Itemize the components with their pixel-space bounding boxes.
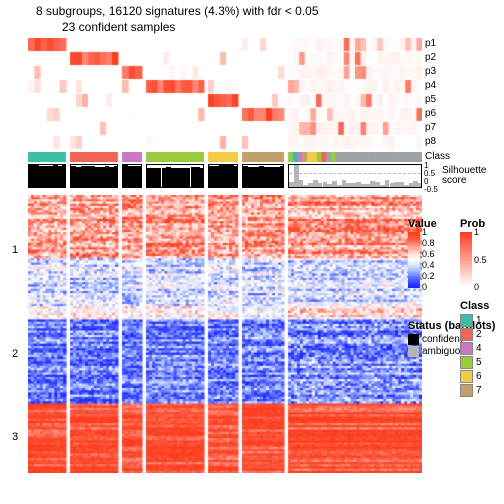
title-line-1: 8 subgroups, 16120 signatures (4.3%) wit… <box>36 4 319 18</box>
row-label-3: 3 <box>12 431 18 443</box>
prob-label-p8: p8 <box>425 136 436 147</box>
prob-label-p1: p1 <box>425 38 436 49</box>
prob-label-p7: p7 <box>425 122 436 133</box>
legend-value: Value10.80.60.40.20 <box>408 218 437 289</box>
row-label-1: 1 <box>12 244 18 256</box>
prob-label-p6: p6 <box>425 108 436 119</box>
row-label-2: 2 <box>12 348 18 360</box>
prob-label-p2: p2 <box>425 52 436 63</box>
prob-label-p5: p5 <box>425 94 436 105</box>
prob-label-p3: p3 <box>425 66 436 77</box>
prob-label-p4: p4 <box>425 80 436 91</box>
legend-prob: Prob10.50 <box>460 218 485 289</box>
title-line-2: 23 confident samples <box>62 20 175 34</box>
class-band <box>28 152 422 162</box>
silhouette-label: Silhouette score <box>442 166 486 186</box>
legend-class: Class124567 <box>460 300 489 398</box>
probability-heatmap <box>28 38 422 150</box>
class-label: Class <box>425 151 450 162</box>
main-heatmap <box>28 195 422 473</box>
